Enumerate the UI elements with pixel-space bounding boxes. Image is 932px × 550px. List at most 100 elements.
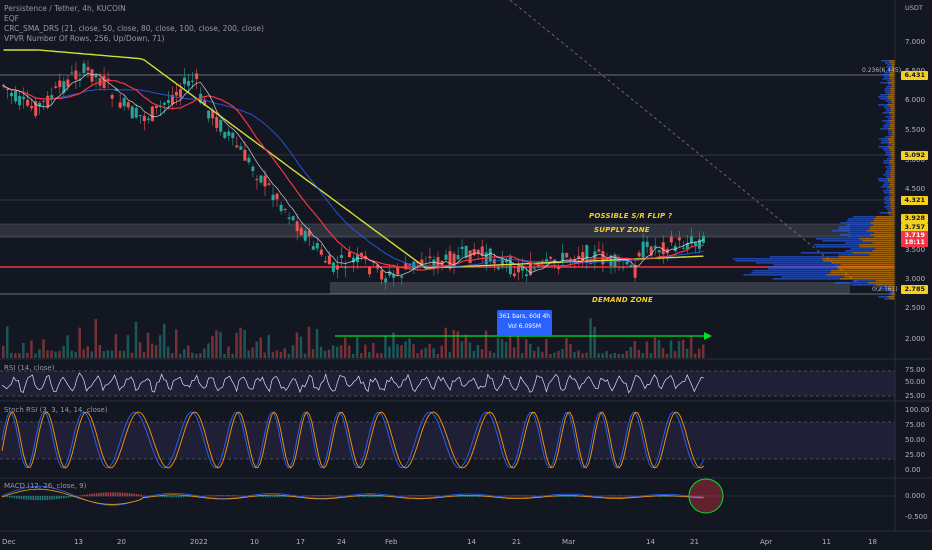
volume-bar bbox=[126, 335, 130, 358]
candle-body bbox=[26, 99, 30, 106]
vpvr-row-up bbox=[838, 256, 895, 258]
macd-hist-bar bbox=[464, 496, 466, 498]
macd-hist-bar bbox=[100, 492, 103, 497]
macd-hist-bar bbox=[138, 494, 140, 497]
candle-body bbox=[524, 274, 528, 276]
volume-bars bbox=[2, 318, 705, 358]
vpvr-row-down bbox=[885, 100, 891, 102]
vpvr-row-down bbox=[881, 120, 890, 122]
macd-hist-bar bbox=[574, 496, 577, 497]
vpvr-row-up bbox=[887, 180, 895, 182]
vpvr-row-down bbox=[888, 102, 892, 104]
macd-hist-bar bbox=[332, 495, 335, 497]
macd-hist-bar bbox=[391, 496, 394, 497]
volume-bar bbox=[504, 341, 508, 358]
vpvr-row-down bbox=[888, 114, 893, 116]
date-tick: Feb bbox=[385, 538, 398, 546]
macd-hist-bar bbox=[81, 495, 84, 497]
volume-bar bbox=[227, 346, 230, 358]
volume-bar bbox=[512, 347, 516, 358]
currency-label: USDT bbox=[905, 4, 923, 12]
macd-hist-bar bbox=[18, 496, 20, 499]
candle-body bbox=[653, 245, 657, 248]
candle-body bbox=[392, 274, 396, 278]
volume-bar bbox=[545, 339, 548, 358]
macd-hist-bar bbox=[133, 493, 135, 497]
vpvr-row-up bbox=[890, 106, 895, 108]
vpvr-row-up bbox=[889, 182, 895, 184]
macd-hist-bar bbox=[323, 495, 325, 497]
candle-body bbox=[223, 132, 227, 138]
volume-bar bbox=[436, 353, 439, 358]
vpvr-row-up bbox=[837, 268, 895, 270]
price-tag: 3.928 bbox=[901, 214, 928, 223]
symbol-legend[interactable]: Persistence / Tether, 4h, KUCOIN bbox=[4, 4, 126, 13]
vpvr-row-down bbox=[883, 198, 890, 200]
indicator-legend-1[interactable]: EQF bbox=[4, 14, 19, 23]
rsi-label[interactable]: RSI (14, close) bbox=[4, 364, 55, 372]
macd-label[interactable]: MACD (12, 26, close, 9) bbox=[4, 482, 87, 490]
macd-hist-bar bbox=[79, 495, 81, 497]
candle-body bbox=[597, 249, 601, 252]
indicator-legend-2[interactable]: CRC_SMA_DRS (21, close, 50, close, 80, c… bbox=[4, 24, 264, 33]
candle-body bbox=[633, 264, 637, 278]
vpvr-row-up bbox=[890, 76, 895, 78]
vpvr-row-down bbox=[773, 264, 841, 266]
macd-hist-bar bbox=[32, 496, 35, 501]
vpvr-row-down bbox=[840, 234, 871, 236]
indicator-legend-3[interactable]: VPVR Number Of Rows, 256, Up/Down, 71) bbox=[4, 34, 165, 43]
vpvr-row-down bbox=[845, 242, 873, 244]
volume-bar bbox=[516, 331, 520, 358]
vpvr-row-up bbox=[889, 190, 895, 192]
macd-hist-bar bbox=[426, 495, 429, 497]
candle-body bbox=[154, 105, 158, 108]
macd-hist-bar bbox=[267, 496, 269, 498]
macd-hist-bar bbox=[271, 496, 274, 498]
candle-body bbox=[452, 253, 456, 267]
macd-hist-bar bbox=[508, 495, 511, 497]
fib-label-bottom: 0(2.761) bbox=[872, 286, 898, 293]
candle-body bbox=[681, 247, 685, 249]
vpvr-row-down bbox=[880, 98, 889, 100]
date-tick: 21 bbox=[512, 538, 521, 546]
vpvr-row-down bbox=[884, 90, 891, 92]
vpvr-row-down bbox=[837, 228, 870, 230]
candle-body bbox=[649, 246, 653, 256]
vpvr-row-down bbox=[882, 112, 890, 114]
volume-bar bbox=[693, 353, 697, 358]
vpvr-row-up bbox=[887, 104, 895, 106]
volume-bar bbox=[480, 349, 484, 358]
vpvr-row-down bbox=[886, 168, 892, 170]
candle-body bbox=[130, 106, 134, 119]
vpvr-row-down bbox=[885, 122, 891, 124]
volume-bar bbox=[259, 337, 262, 358]
candle-body bbox=[2, 84, 5, 87]
vpvr-row-down bbox=[884, 72, 891, 74]
volume-bar bbox=[187, 345, 190, 358]
macd-hist-bar bbox=[635, 495, 638, 497]
macd-hist-bar bbox=[379, 496, 382, 498]
candle-body bbox=[339, 255, 343, 258]
volume-bar bbox=[166, 346, 170, 358]
vpvr-row-down bbox=[888, 210, 892, 212]
macd-hist-bar bbox=[358, 496, 361, 497]
volume-bar bbox=[452, 330, 456, 358]
macd-hist-bar bbox=[281, 496, 283, 498]
volume-bar bbox=[18, 353, 21, 358]
vpvr-row-down bbox=[883, 202, 890, 204]
macd-hist-bar bbox=[48, 496, 51, 500]
macd-hist-bar bbox=[180, 496, 182, 498]
macd-hist-bar bbox=[264, 496, 267, 498]
vpvr-row-up bbox=[830, 272, 895, 274]
vpvr-row-down bbox=[880, 82, 889, 84]
macd-hist-bar bbox=[382, 496, 384, 497]
vpvr-row-up bbox=[892, 114, 895, 116]
macd-hist-bar bbox=[178, 496, 180, 498]
volume-bar bbox=[524, 339, 528, 358]
volume-bar bbox=[621, 353, 625, 358]
stoch-label[interactable]: Stoch RSI (3, 3, 14, 14, close) bbox=[4, 406, 108, 414]
volume-bar bbox=[231, 353, 234, 358]
vpvr-row-down bbox=[847, 218, 874, 220]
candle-body bbox=[34, 101, 38, 116]
